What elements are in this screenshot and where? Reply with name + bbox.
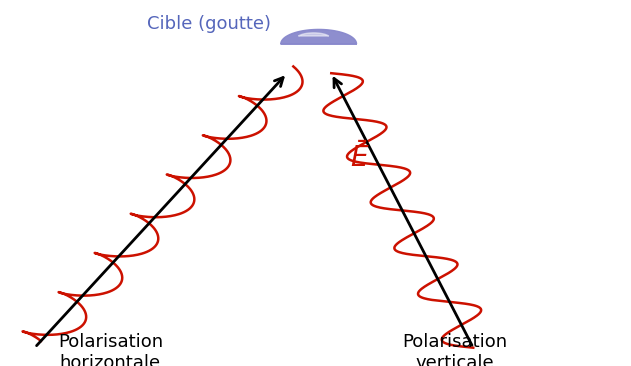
Text: Polarisation
horizontale: Polarisation horizontale [58, 333, 163, 366]
Polygon shape [281, 29, 357, 44]
Polygon shape [298, 33, 329, 36]
Text: Polarisation
verticale: Polarisation verticale [402, 333, 507, 366]
Text: $\bar{E}$: $\bar{E}$ [350, 142, 370, 173]
Text: Cible (goutte): Cible (goutte) [147, 15, 271, 33]
